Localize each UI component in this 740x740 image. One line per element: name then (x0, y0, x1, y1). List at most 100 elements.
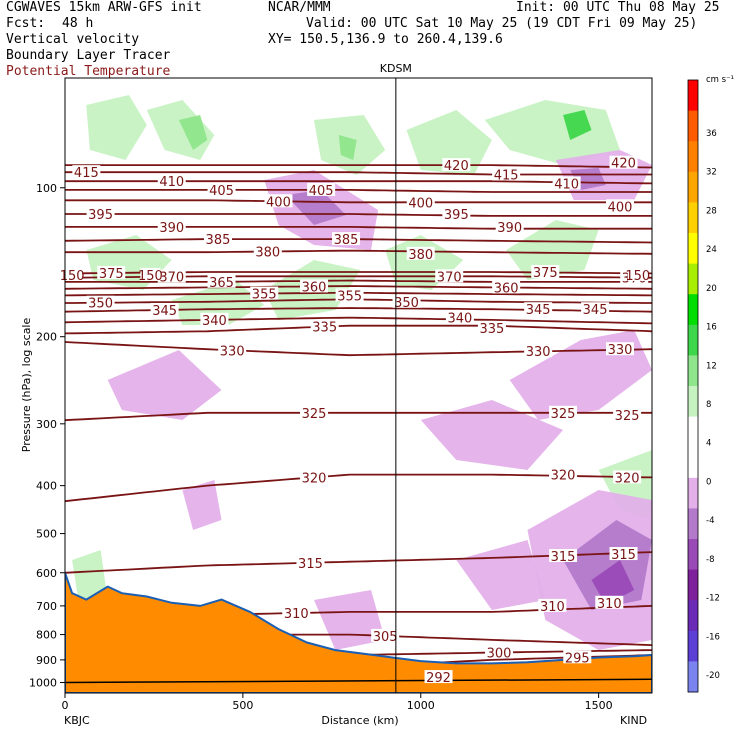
theta-label-385: 385 (206, 233, 231, 248)
colorbar-swatch (688, 447, 698, 479)
colorbar-swatch (688, 324, 698, 356)
theta-label-bg (609, 547, 638, 561)
marker-station-label: KDSM (380, 62, 412, 75)
colorbar-swatch (688, 202, 698, 234)
velocity-blob (338, 135, 357, 160)
x-axis-label: Distance (km) (321, 714, 398, 727)
theta-label-bg (300, 279, 329, 293)
theta-line-415 (65, 171, 652, 176)
theta-label-310: 310 (284, 607, 309, 622)
theta-label-300: 300 (487, 646, 512, 661)
colorbar-swatch (688, 630, 698, 662)
theta-label-bg (609, 155, 638, 169)
theta-label-bg (72, 165, 101, 179)
velocity-blob (406, 110, 492, 175)
theta-line-420 (65, 164, 652, 169)
org-label: NCAR/MMM (268, 0, 331, 15)
theta-label-292: 292 (426, 671, 451, 686)
theta-label-375: 375 (99, 267, 124, 282)
theta-label-extra: 150 (138, 269, 163, 284)
theta-label-bg (371, 628, 400, 642)
theta-label-bg (605, 342, 634, 356)
colorbar-label: -20 (706, 671, 720, 681)
theta-label-bg (86, 207, 115, 221)
theta-label-bg (200, 312, 229, 326)
colorbar-label: 4 (706, 439, 711, 449)
theta-line-400 (65, 199, 652, 204)
theta-line-335 (65, 324, 652, 335)
x-tick-label: 1500 (585, 699, 613, 712)
colorbar-label: 12 (706, 361, 717, 371)
theta-line-360 (65, 285, 652, 290)
left-endpoint-label: KBJC (64, 714, 90, 727)
theta-label-extra: 405 (309, 184, 334, 199)
theta-label-extra: 400 (608, 200, 633, 215)
y-axis-label: Pressure (hPa), log scale (20, 318, 33, 453)
colorbar-swatch (688, 294, 698, 326)
colorbar-swatch (688, 508, 698, 540)
theta-label-bg (264, 194, 293, 208)
y-tick-label: 500 (36, 528, 57, 541)
theta-label-bg (282, 606, 311, 620)
colorbar-swatch (688, 110, 698, 142)
model-title: CGWAVES 15km ARW-GFS init (6, 0, 202, 15)
init-time: Init: 00 UTC Thu 08 May 25 (516, 0, 720, 15)
velocity-blob (86, 95, 147, 160)
theta-label-bg (538, 598, 567, 612)
velocity-blob (506, 220, 599, 280)
colorbar-frame (687, 79, 699, 693)
theta-label-bg (300, 470, 329, 484)
field-vertical-velocity: Vertical velocity (6, 32, 140, 47)
theta-label-355: 355 (252, 288, 277, 303)
theta-label-365: 365 (209, 276, 234, 291)
theta-label-410: 410 (159, 175, 184, 190)
colorbar-swatch (688, 171, 698, 203)
theta-label-bg (86, 295, 115, 309)
colorbar-label: -16 (706, 632, 720, 642)
theta-label-415: 415 (74, 166, 99, 181)
colorbar-swatch (688, 386, 698, 418)
theta-label-extra: 355 (337, 289, 362, 304)
theta-label-bg (406, 246, 435, 260)
terrain-fill (65, 572, 652, 693)
theta-label-bg (613, 408, 642, 422)
colorbar-swatch (688, 661, 698, 693)
colorbar-label: -12 (706, 594, 720, 604)
theta-label-extra: 380 (408, 248, 433, 263)
theta-label-bg (442, 207, 471, 221)
axes: 0 500 1000 1500 100 200 300 400 500 600 700 800 900 1… (29, 78, 613, 712)
theta-label-extra: 320 (615, 471, 640, 486)
theta-label-bg (157, 219, 186, 233)
theta-label-extra: 370 (437, 270, 462, 285)
y-tick-label: 600 (36, 567, 57, 580)
theta-label-extra: 385 (334, 233, 359, 248)
theta-line-340 (65, 316, 652, 325)
theta-label-bg (563, 650, 592, 664)
theta-label-extra: 330 (608, 343, 633, 358)
theta-label-bg (250, 286, 279, 300)
x-tick-label: 1000 (407, 699, 435, 712)
theta-label-bg (549, 405, 578, 419)
theta-label-bg (531, 264, 560, 278)
xy-range: XY= 150.5,136.9 to 260.4,139.6 (268, 32, 503, 47)
theta-label-extra: 150 (625, 269, 650, 284)
colorbar-label: 20 (706, 284, 717, 294)
fcst-value: 48 h (62, 16, 94, 31)
theta-line-395 (65, 213, 652, 217)
theta-label-320: 320 (302, 471, 327, 486)
colorbar-swatch (688, 477, 698, 509)
theta-label-bg (552, 176, 581, 190)
theta-label-bg (435, 269, 464, 283)
velocity-blob (178, 115, 208, 150)
theta-label-bg (492, 280, 521, 294)
velocity-blob (182, 480, 222, 530)
theta-label-345: 345 (152, 304, 177, 319)
colorbar-label: 36 (706, 129, 717, 139)
colorbar-label: 24 (706, 245, 717, 255)
velocity-blob (285, 190, 346, 225)
theta-label-bg (203, 232, 232, 246)
theta-label-extra: 325 (615, 409, 640, 424)
theta-label-305: 305 (373, 630, 398, 645)
y-tick-label: 200 (36, 331, 57, 344)
